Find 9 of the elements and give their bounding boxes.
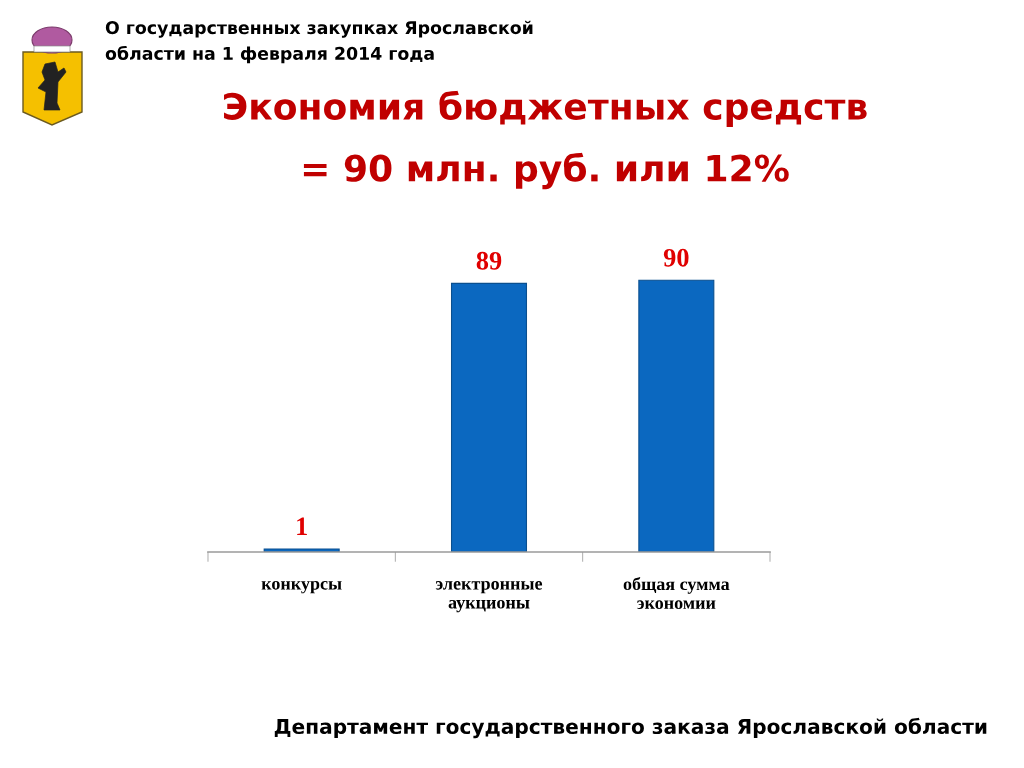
- data-label: 1: [297, 517, 307, 536]
- text: О государственных закупках Ярославской области на 1 февраля 2014 года: [105, 20, 533, 64]
- text: Департамент государственного заказа Ярославской области: [274, 717, 987, 739]
- x-tick-label: конкурсы: [261, 580, 342, 594]
- data-label: 90: [663, 248, 689, 267]
- data-label: 89: [476, 251, 502, 270]
- chart-title: Экономия бюджетных средств = 90 млн. руб. или 12%: [224, 90, 867, 190]
- x-tick-label: электронные аукционы: [435, 581, 543, 613]
- x-tick-label: общая сумма экономии: [623, 577, 730, 610]
